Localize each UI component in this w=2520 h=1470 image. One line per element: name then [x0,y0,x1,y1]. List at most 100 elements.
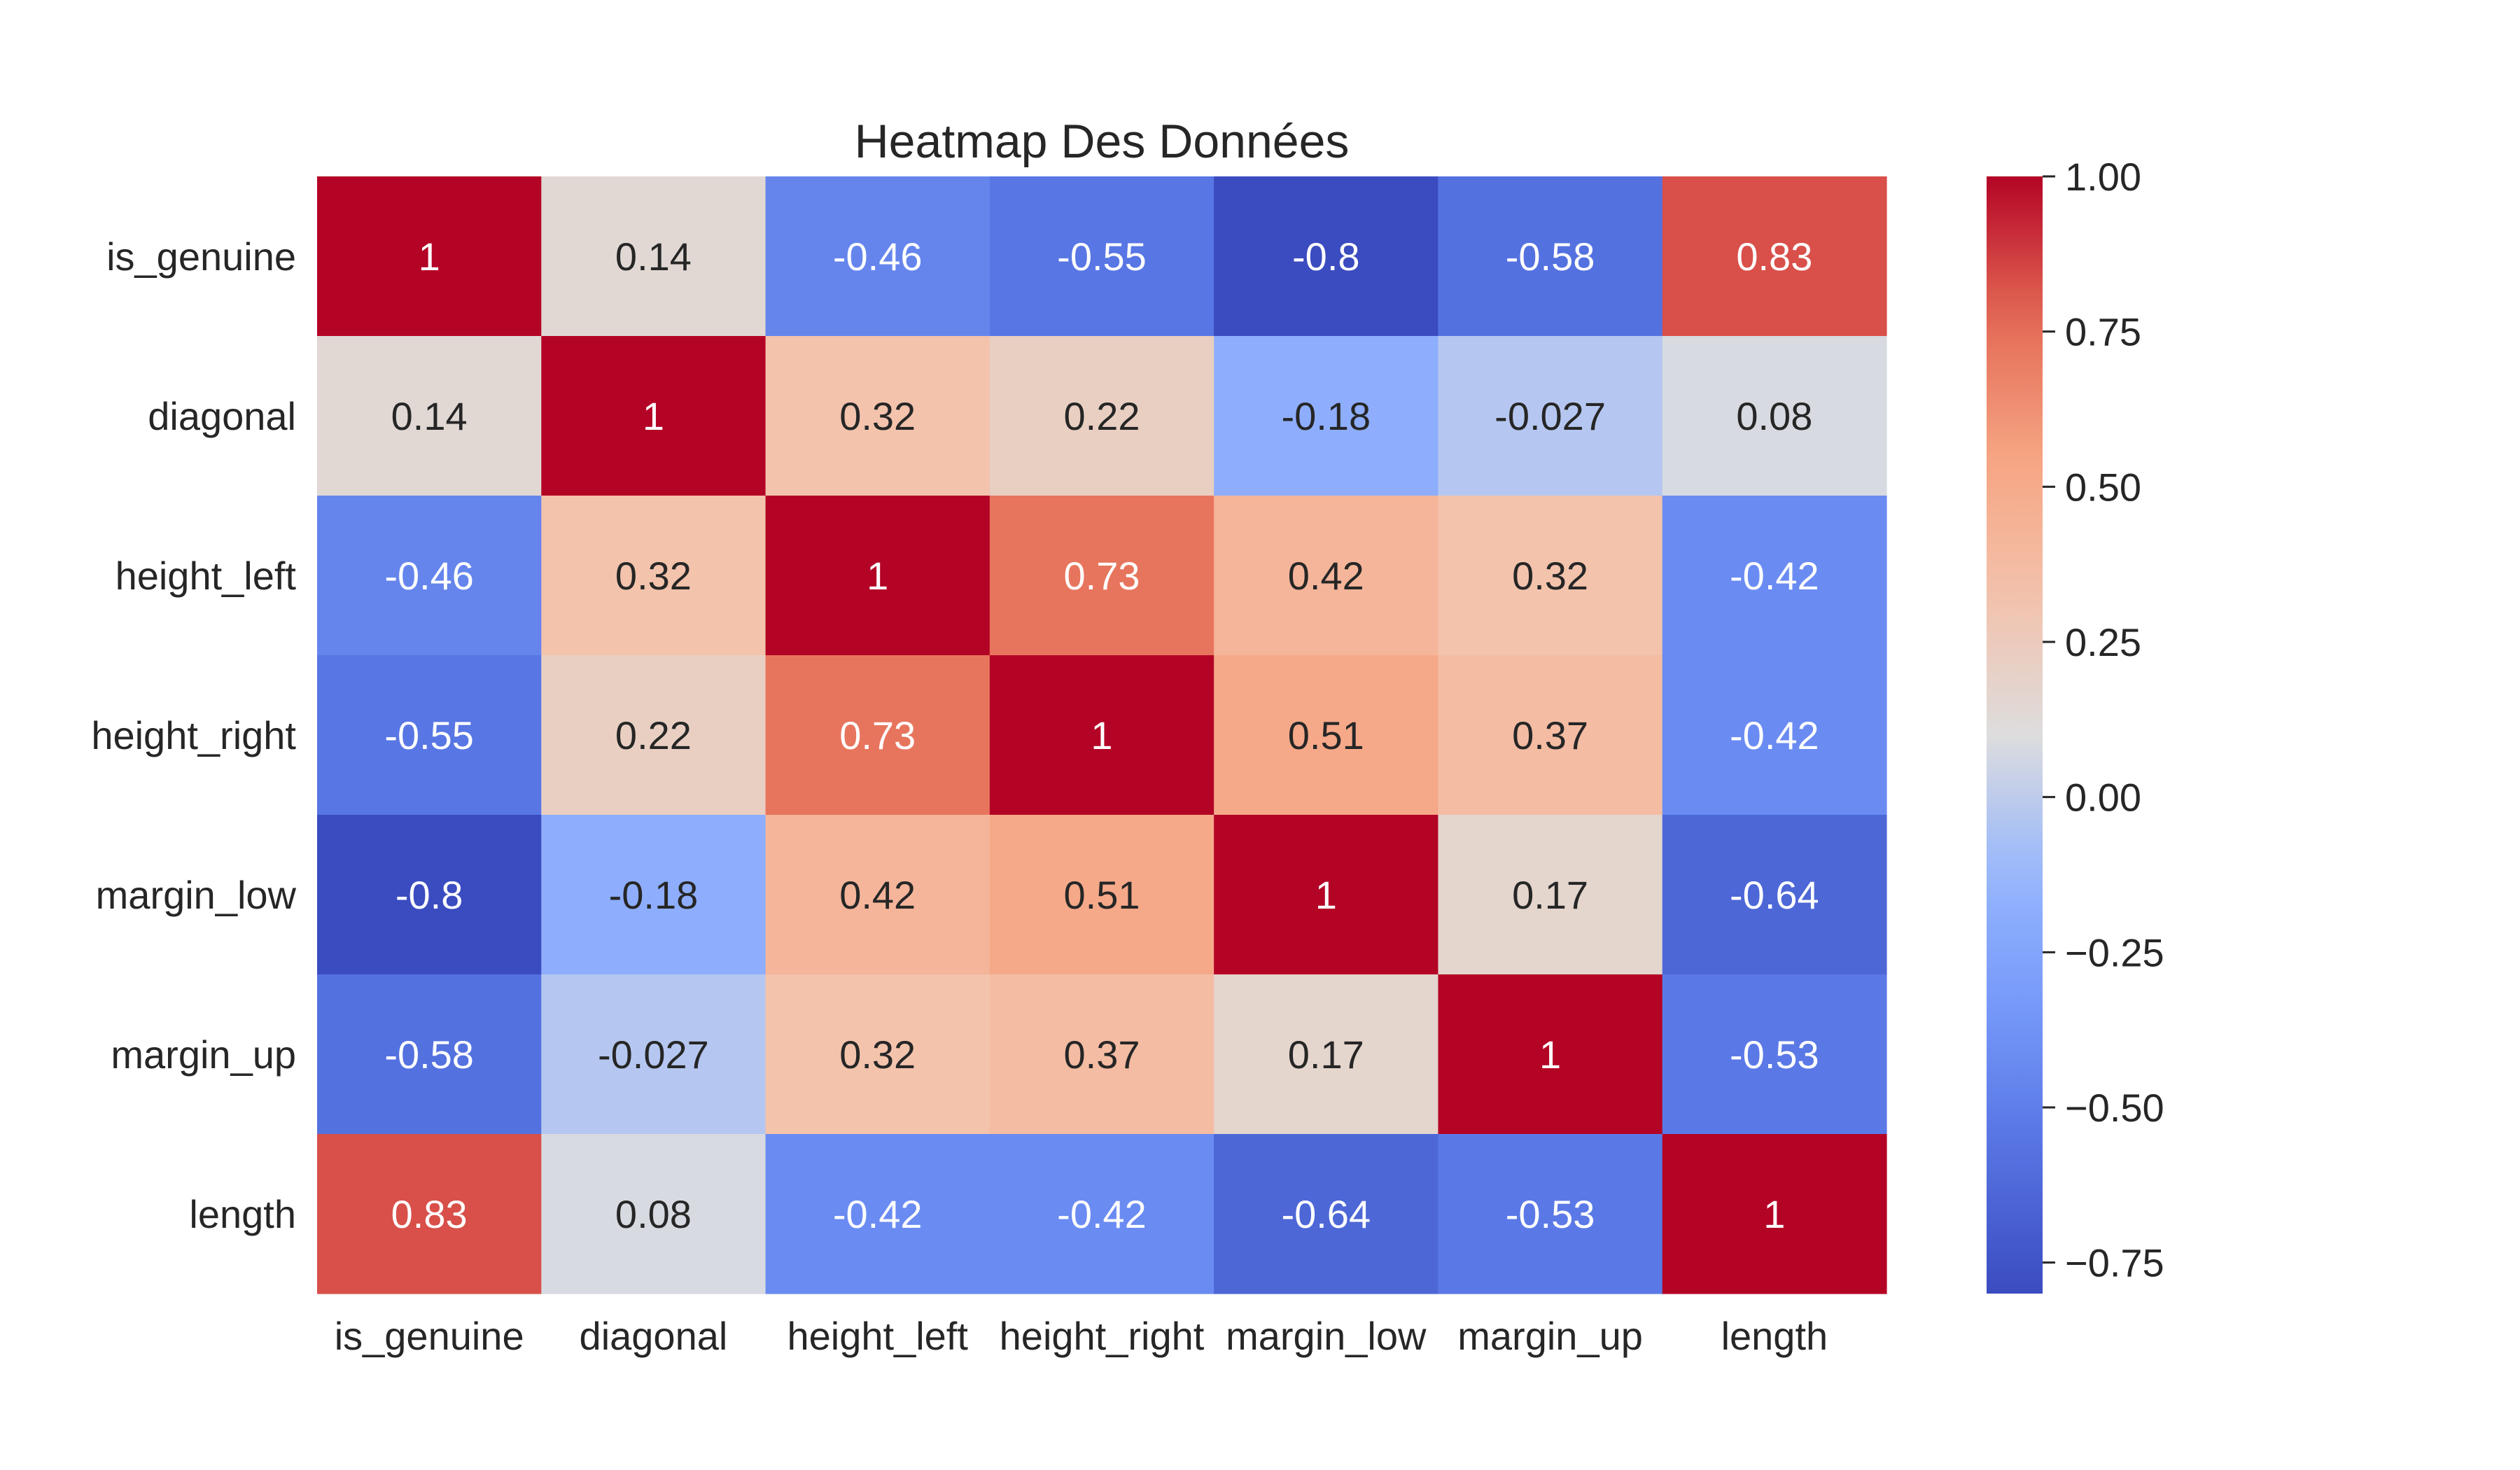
y-tick-label: diagonal [148,394,296,438]
cell-annotation: 0.22 [615,713,692,757]
x-tick-label: height_left [787,1314,968,1358]
colorbar-tick-label: −0.25 [2065,930,2164,974]
heatmap-cell [765,974,990,1135]
cell-annotation: -0.027 [1494,394,1606,438]
cell-annotation: 0.73 [839,713,916,757]
cell-annotation: -0.53 [1506,1192,1595,1236]
heatmap-cell [1214,974,1439,1135]
heatmap-cell [317,336,542,496]
heatmap-cell [989,655,1214,816]
cell-annotation: 0.17 [1288,1032,1364,1077]
heatmap-cell [317,655,542,816]
heatmap-cell [989,815,1214,975]
heatmap-cell [989,176,1214,337]
cell-annotation: 0.14 [615,234,692,279]
heatmap-cell [1662,974,1887,1135]
cell-annotation: 0.51 [1288,713,1364,757]
cell-annotation: 1 [1539,1032,1561,1077]
cell-annotation: 1 [867,554,888,598]
y-tick-label: margin_low [96,873,297,917]
heatmap-cell [1438,815,1663,975]
cell-annotation: 1 [1091,713,1112,757]
colorbar-tick-label: 0.25 [2065,620,2141,664]
heatmap-cell [1662,655,1887,816]
heatmap-cell [317,1134,542,1294]
cell-annotation: 0.51 [1064,873,1140,917]
cell-annotation: -0.18 [1281,394,1371,438]
heatmap-cell [765,336,990,496]
cell-annotation: -0.027 [598,1032,709,1077]
cell-annotation: -0.46 [384,554,474,598]
heatmap-cell [1214,655,1439,816]
heatmap-cell [541,815,766,975]
colorbar-tick-label: −0.75 [2065,1241,2164,1285]
cell-annotation: -0.64 [1730,873,1819,917]
cell-annotation: 1 [643,394,664,438]
cell-annotation: -0.8 [1292,234,1360,279]
heatmap-cell [1662,336,1887,496]
cell-annotation: -0.18 [609,873,699,917]
heatmap-cell [1214,1134,1439,1294]
cell-annotation: 0.73 [1064,554,1140,598]
x-tick-label: margin_up [1457,1314,1643,1358]
cell-annotation: 0.32 [839,394,916,438]
cell-annotation: 0.08 [1736,394,1812,438]
cell-annotation: -0.42 [1057,1192,1147,1236]
heatmap-cell [989,974,1214,1135]
cell-annotation: -0.55 [1057,234,1147,279]
x-tick-label: height_right [1000,1314,1205,1358]
cell-annotation: -0.42 [1730,713,1819,757]
cell-annotation: 0.14 [391,394,468,438]
heatmap-cell [1662,496,1887,656]
y-tick-label: length [189,1192,296,1236]
heatmap-cell [541,176,766,337]
heatmap-cell [1214,176,1439,337]
heatmap-cell [317,974,542,1135]
cell-annotation: -0.64 [1281,1192,1371,1236]
cell-annotation: 0.32 [615,554,692,598]
cell-annotation: 0.42 [1288,554,1364,598]
cell-annotation: 0.32 [839,1032,916,1077]
heatmap-cell [1214,336,1439,496]
x-tick-label: is_genuine [335,1314,524,1358]
colorbar: 1.00 0.75 0.50 0.25 0.00 −0.25 −0.50 −0.75 [1987,155,2164,1294]
chart-title: Heatmap Des Données [855,115,1350,168]
heatmap-cell [1438,974,1663,1135]
cell-annotation: -0.58 [1506,234,1595,279]
heatmap-cells [317,176,1887,1294]
cell-annotation: 0.83 [1736,234,1812,279]
cell-annotation: 0.08 [615,1192,692,1236]
cell-annotation: -0.58 [384,1032,474,1077]
x-tick-labels: is_genuine diagonal height_left height_righ… [335,1314,1828,1358]
cell-annotation: 1 [419,234,440,279]
cell-annotation: 0.37 [1064,1032,1140,1077]
heatmap-cell [1662,1134,1887,1294]
heatmap-cell [989,336,1214,496]
y-tick-label: height_right [91,713,296,757]
colorbar-tick-label: 0.50 [2065,465,2141,509]
colorbar-gradient [1987,176,2043,1294]
colorbar-tick-label: −0.50 [2065,1086,2164,1130]
heatmap-cell [317,176,542,337]
cell-annotation: -0.42 [833,1192,923,1236]
y-tick-label: is_genuine [106,234,296,279]
cell-annotation: -0.42 [1730,554,1819,598]
heatmap-cell [1438,1134,1663,1294]
cell-annotation: -0.53 [1730,1032,1819,1077]
cell-annotation: 0.32 [1512,554,1588,598]
cell-annotation: -0.55 [384,713,474,757]
heatmap-cell [989,1134,1214,1294]
heatmap-cell [989,496,1214,656]
x-tick-label: diagonal [580,1314,728,1358]
cell-annotation: -0.46 [833,234,923,279]
heatmap-cell [541,336,766,496]
heatmap-cell [765,1134,990,1294]
heatmap-cell [317,496,542,656]
heatmap-cell [541,1134,766,1294]
heatmap-cell [765,655,990,816]
heatmap-cell [1438,496,1663,656]
heatmap-cell [541,496,766,656]
colorbar-tick-label: 0.75 [2065,310,2141,354]
heatmap-cell [541,655,766,816]
heatmap-cell [1662,176,1887,337]
